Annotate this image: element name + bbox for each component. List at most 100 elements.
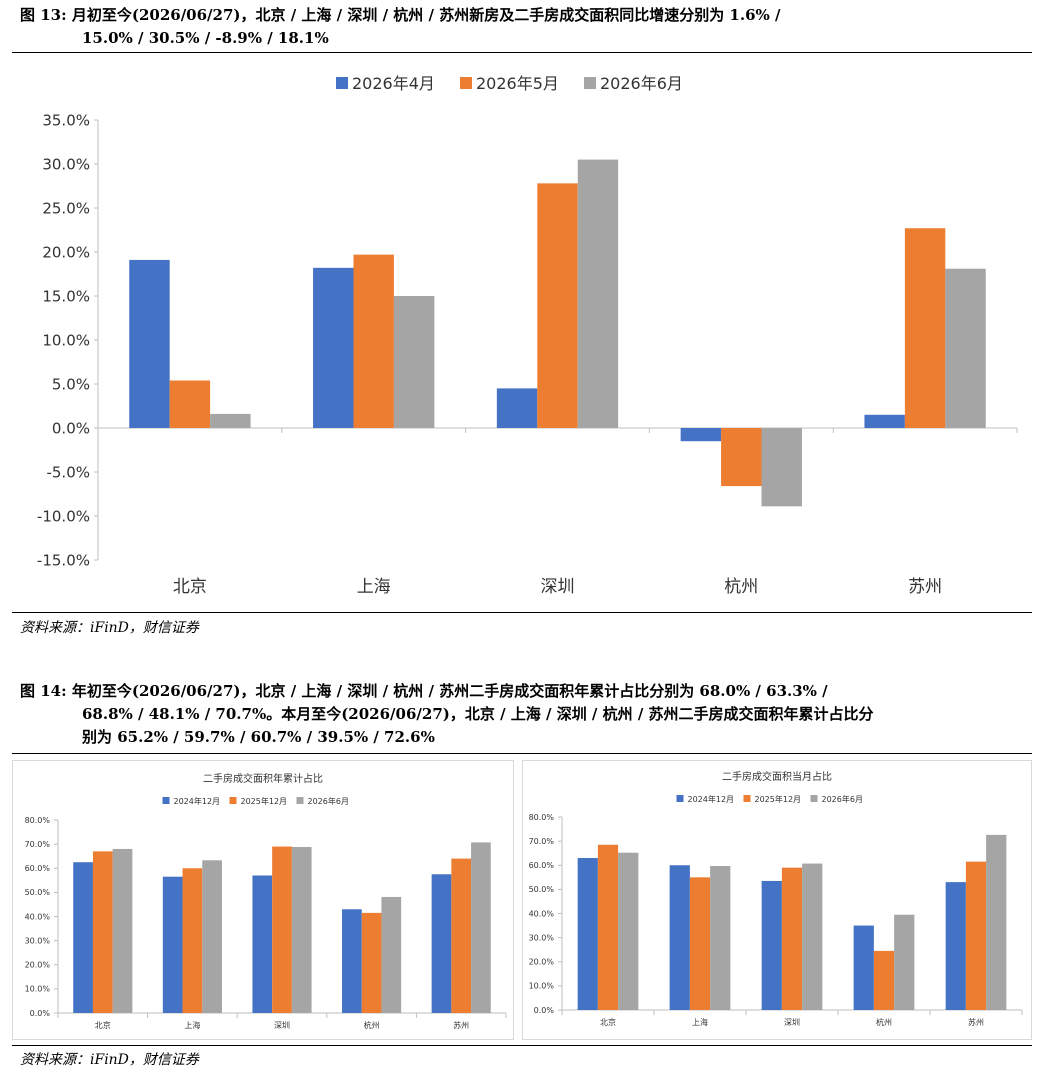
y-tick-label: 50.0% — [529, 885, 555, 894]
bar — [73, 862, 93, 1013]
chart-title: 二手房成交面积年累计占比 — [203, 772, 323, 785]
legend-label: 2026年6月 — [308, 796, 349, 806]
bar — [252, 875, 273, 1013]
y-tick-label: 0.0% — [534, 1006, 555, 1015]
bar — [945, 882, 966, 1010]
bar — [618, 852, 639, 1010]
figure-13-source: 资料来源：iFinD，财信证券 — [20, 620, 199, 636]
legend-label: 2026年6月 — [600, 74, 683, 93]
figure-13-title-line2: 15.0% / 30.5% / -8.9% / 18.1% — [82, 29, 329, 47]
y-tick-label: 20.0% — [25, 961, 51, 970]
bar — [894, 914, 915, 1010]
x-category-label: 深圳 — [541, 577, 575, 597]
y-tick-label: 40.0% — [25, 912, 51, 921]
figure-13-title: 图 13: 月初至今(2026/06/27)，北京 / 上海 / 深圳 / 杭州… — [20, 4, 1038, 50]
y-tick-label: 70.0% — [25, 840, 51, 849]
bar — [361, 912, 382, 1013]
legend-swatch — [743, 795, 751, 802]
y-tick-label: -5.0% — [46, 463, 90, 481]
legend-swatch — [810, 795, 818, 802]
bar — [986, 834, 1007, 1010]
x-category-label: 杭州 — [724, 577, 758, 597]
bar — [689, 877, 711, 1010]
legend-swatch — [584, 77, 596, 89]
figure-14-title-line2: 68.8% / 48.1% / 70.7%。本月至今(2026/06/27)，北… — [82, 705, 874, 723]
bar — [471, 842, 491, 1013]
bar — [721, 428, 762, 487]
bar — [669, 865, 690, 1010]
legend-swatch — [162, 797, 170, 804]
legend-label: 2026年4月 — [352, 74, 435, 93]
bar — [577, 858, 598, 1010]
bar — [182, 868, 203, 1013]
divider — [12, 612, 1032, 613]
x-category-label: 北京 — [95, 1020, 111, 1030]
x-category-label: 苏州 — [453, 1020, 469, 1030]
y-tick-label: 5.0% — [52, 375, 90, 393]
legend-label: 2026年6月 — [822, 794, 863, 804]
bar — [965, 861, 987, 1010]
y-tick-label: 20.0% — [529, 958, 555, 967]
bar — [761, 428, 802, 507]
x-category-label: 上海 — [692, 1017, 708, 1027]
legend-label: 2025年12月 — [241, 796, 288, 806]
x-category-label: 杭州 — [876, 1017, 892, 1027]
bar — [313, 267, 354, 428]
bar — [597, 844, 619, 1010]
bar — [537, 183, 578, 428]
bar — [169, 380, 211, 428]
y-tick-label: 10.0% — [529, 982, 555, 991]
figure-14-title: 图 14: 年初至今(2026/06/27)，北京 / 上海 / 深圳 / 杭州… — [20, 680, 1038, 749]
y-tick-label: 80.0% — [529, 813, 555, 822]
bar — [202, 860, 222, 1013]
y-tick-label: 30.0% — [529, 933, 555, 942]
y-tick-label: 50.0% — [25, 888, 51, 897]
legend-label: 2024年12月 — [688, 794, 735, 804]
bar — [272, 846, 292, 1013]
x-category-label: 上海 — [184, 1020, 200, 1030]
y-tick-label: 20.0% — [42, 243, 90, 261]
y-tick-label: 60.0% — [529, 861, 555, 870]
bar — [802, 863, 823, 1010]
bar — [431, 874, 452, 1013]
bar — [781, 867, 803, 1010]
bar — [210, 413, 251, 428]
chart-13: 2026年4月 2026年5月 2026年6月 -15.0% -10.0% -5.0% 0.… — [37, 74, 1018, 597]
chart-14-ytd-share: 二手房成交面积年累计占比 2024年12月 2025年12月 2026年6月 0.0% 1… — [12, 760, 514, 1040]
divider — [12, 52, 1032, 53]
chart-14-month-share: 二手房成交面积当月占比 2024年12月 2025年12月 2026年6月 0.0% 10… — [522, 760, 1032, 1040]
bar — [381, 896, 402, 1013]
legend-label: 2024年12月 — [174, 796, 221, 806]
y-tick-label: 40.0% — [529, 909, 555, 918]
bar — [393, 296, 435, 428]
figure-14-source: 资料来源：iFinD，财信证券 — [20, 1052, 199, 1068]
bar — [710, 865, 731, 1010]
legend-swatch — [676, 795, 684, 802]
y-tick-label: 35.0% — [42, 111, 90, 129]
y-tick-label: -15.0% — [37, 551, 90, 569]
bar — [577, 159, 619, 428]
y-tick-label: 10.0% — [25, 985, 51, 994]
bar — [291, 847, 312, 1013]
bar — [353, 254, 394, 428]
y-tick-label: 80.0% — [25, 816, 51, 825]
bar — [680, 428, 722, 442]
bar — [945, 268, 986, 428]
legend-swatch — [296, 797, 304, 804]
chart-title: 二手房成交面积当月占比 — [722, 770, 832, 783]
bar — [496, 388, 538, 428]
y-tick-label: 10.0% — [42, 331, 90, 349]
x-category-label: 北京 — [173, 577, 207, 597]
legend-label: 2026年5月 — [476, 74, 559, 93]
bar — [873, 950, 895, 1010]
bar — [162, 876, 183, 1013]
legend-swatch — [229, 797, 237, 804]
legend-swatch — [336, 77, 348, 89]
bar — [451, 858, 472, 1013]
divider — [12, 1045, 1032, 1046]
x-category-label: 深圳 — [274, 1020, 290, 1030]
bar — [92, 851, 113, 1013]
bar — [904, 228, 946, 428]
y-tick-label: 60.0% — [25, 864, 51, 873]
y-tick-label: 30.0% — [25, 936, 51, 945]
